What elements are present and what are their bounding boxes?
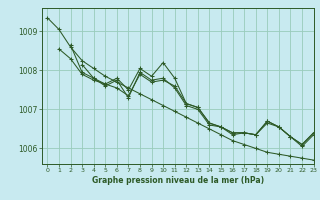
X-axis label: Graphe pression niveau de la mer (hPa): Graphe pression niveau de la mer (hPa) [92, 176, 264, 185]
